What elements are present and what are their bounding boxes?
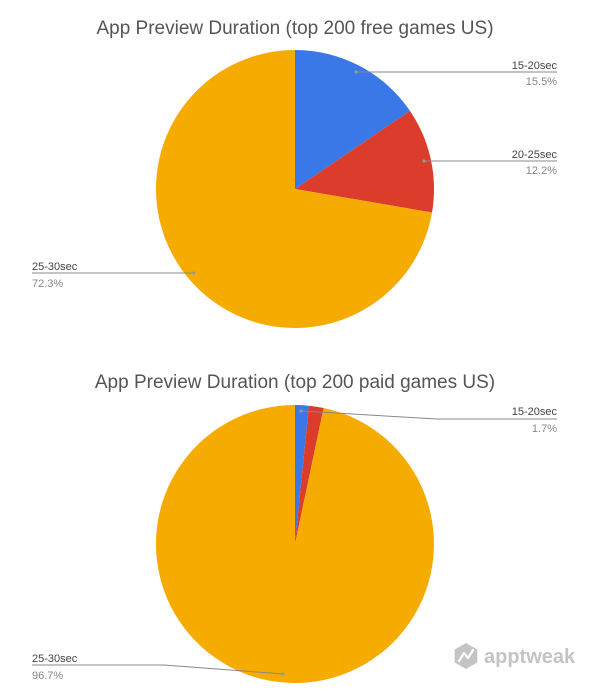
pie-slice-free-2 [155,49,432,328]
slice-value-free-25-30: 72.3% [32,278,63,290]
slice-value-free-20-25: 12.2% [526,165,557,177]
pie-chart-paid-games: App Preview Duration (top 200 paid games… [32,372,558,684]
apptweak-watermark: apptweak [454,643,576,669]
slice-label-free-20-25: 20-25sec [512,149,558,161]
slice-value-paid-25-30: 96.7% [32,670,63,682]
pie-paid-slices [155,405,434,684]
callout-dot-paid-25-30 [281,672,285,676]
slice-label-free-15-20: 15-20sec [512,60,558,72]
slice-label-paid-25-30: 25-30sec [32,653,78,665]
chart-title-paid: App Preview Duration (top 200 paid games… [95,372,495,393]
callout-line-paid-15-20 [300,410,557,420]
callout-dot-free-20-25 [422,159,426,163]
pie-free-slices [155,49,434,328]
slice-label-paid-15-20: 15-20sec [512,406,558,418]
pie-slice-paid-1 [295,405,324,544]
pie-slice-free-0 [295,50,410,189]
chart-title-free: App Preview Duration (top 200 free games… [96,18,493,39]
callout-line-paid-25-30 [32,664,284,675]
brand-name: apptweak [484,646,576,668]
slice-value-paid-15-20: 1.7% [532,423,557,435]
pie-slice-paid-0 [295,405,309,544]
pie-slice-free-1 [295,110,434,213]
slice-value-free-15-20: 15.5% [526,76,557,88]
pie-slice-paid-2 [155,405,434,684]
apptweak-logo-icon [454,643,478,669]
slice-label-free-25-30: 25-30sec [32,261,78,273]
pie-chart-free-games: App Preview Duration (top 200 free games… [32,18,557,328]
callout-dot-free-15-20 [354,70,358,74]
callout-dot-paid-15-20 [299,409,303,413]
callout-dot-free-25-30 [192,271,196,275]
